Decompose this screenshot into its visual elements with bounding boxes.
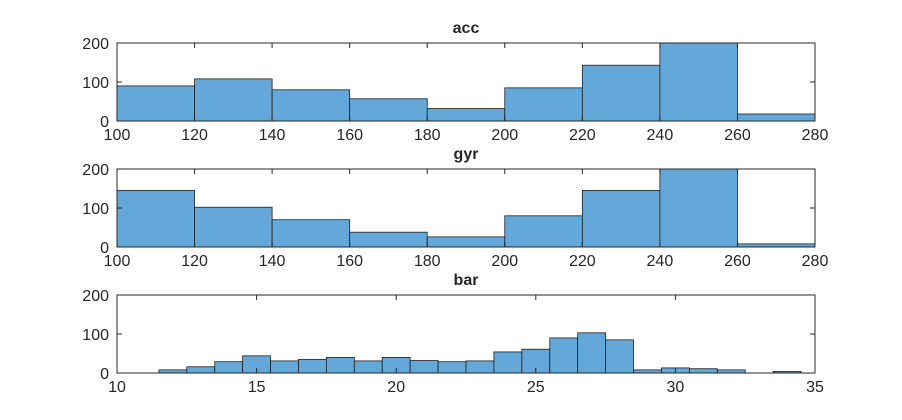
x-tick-label: 140 xyxy=(259,253,286,270)
x-tick-label: 15 xyxy=(248,379,266,396)
histogram-bar xyxy=(353,360,383,374)
histogram-bar xyxy=(194,206,273,248)
x-tick-label: 220 xyxy=(569,127,596,144)
histogram-bars xyxy=(158,332,802,374)
x-tick-label: 180 xyxy=(414,253,441,270)
histogram-bar xyxy=(270,360,299,374)
histogram-bar xyxy=(409,360,439,374)
histogram-bar xyxy=(298,358,327,374)
histogram-bar xyxy=(349,98,428,122)
x-tick-label: 25 xyxy=(527,379,545,396)
histogram-bar xyxy=(577,332,606,374)
y-tick-label: 0 xyxy=(100,114,109,131)
axes: 10 15 20 25 30 35 0 100 200 xyxy=(82,288,824,396)
histogram-bar xyxy=(659,42,738,122)
x-tick-label: 220 xyxy=(569,253,596,270)
subplot-gyr: gyr 100 120 140 160 180 200 220 240 260 280010020… xyxy=(82,146,828,270)
x-tick-label: 280 xyxy=(802,127,829,144)
x-tick-label: 100 xyxy=(104,127,131,144)
x-tick-label: 120 xyxy=(181,127,208,144)
histogram-bar xyxy=(194,78,273,122)
y-tick-label: 0 xyxy=(100,366,109,383)
x-tick-label: 120 xyxy=(181,253,208,270)
histogram-bar xyxy=(325,356,355,374)
x-tick-label: 160 xyxy=(336,127,363,144)
histogram-bars xyxy=(116,42,816,122)
x-tick-label: 200 xyxy=(491,127,518,144)
y-tick-label: 100 xyxy=(82,327,109,344)
histogram-bar xyxy=(465,360,495,374)
histogram-bar xyxy=(116,85,195,122)
histogram-bar xyxy=(437,361,467,374)
x-tick-label: 10 xyxy=(108,379,126,396)
subplot-title: bar xyxy=(454,272,479,289)
x-tick-label: 260 xyxy=(724,127,751,144)
histogram-bar xyxy=(688,368,718,374)
histogram-bar xyxy=(349,231,428,248)
x-tick-label: 280 xyxy=(802,253,829,270)
x-tick-label: 20 xyxy=(387,379,405,396)
histogram-bar xyxy=(504,87,583,122)
x-tick-label: 100 xyxy=(104,253,131,270)
subplot-acc: acc 100 120 140 160 180 200 220 240 260 280010020… xyxy=(82,20,828,144)
x-tick-label: 180 xyxy=(414,127,441,144)
histogram-bar xyxy=(116,190,195,248)
y-tick-label: 100 xyxy=(82,75,109,92)
x-tick-label: 240 xyxy=(647,127,674,144)
histogram-bar xyxy=(581,64,661,122)
y-tick-label: 200 xyxy=(82,288,109,305)
histogram-bar xyxy=(426,236,506,248)
subplot-bar: bar 10 15 20 25 30 35 0 100 200 xyxy=(82,272,824,396)
histogram-bar xyxy=(549,337,579,374)
histogram-bar xyxy=(186,366,216,374)
y-tick-label: 200 xyxy=(82,36,109,53)
x-tick-label: 35 xyxy=(806,379,824,396)
y-tick-label: 100 xyxy=(82,201,109,218)
histogram-bar xyxy=(504,215,583,248)
x-tick-label: 240 xyxy=(647,253,674,270)
histogram-bar xyxy=(271,89,351,122)
subplot-title: gyr xyxy=(454,146,479,163)
histogram-bars xyxy=(116,168,816,248)
histogram-bar xyxy=(659,168,738,248)
histogram-bar xyxy=(426,108,506,122)
histogram-bar xyxy=(605,339,634,374)
histogram-bar xyxy=(581,190,661,248)
histogram-bar xyxy=(271,219,351,248)
histogram-bar xyxy=(214,361,244,374)
x-tick-label: 260 xyxy=(724,253,751,270)
y-tick-label: 0 xyxy=(100,240,109,257)
histogram-bar xyxy=(737,113,816,122)
x-tick-label: 140 xyxy=(259,127,286,144)
x-tick-label: 160 xyxy=(336,253,363,270)
y-tick-label: 200 xyxy=(82,162,109,179)
x-tick-label: 30 xyxy=(667,379,685,396)
x-tick-label: 200 xyxy=(491,253,518,270)
histogram-bar xyxy=(493,351,523,374)
subplot-title: acc xyxy=(453,20,480,37)
